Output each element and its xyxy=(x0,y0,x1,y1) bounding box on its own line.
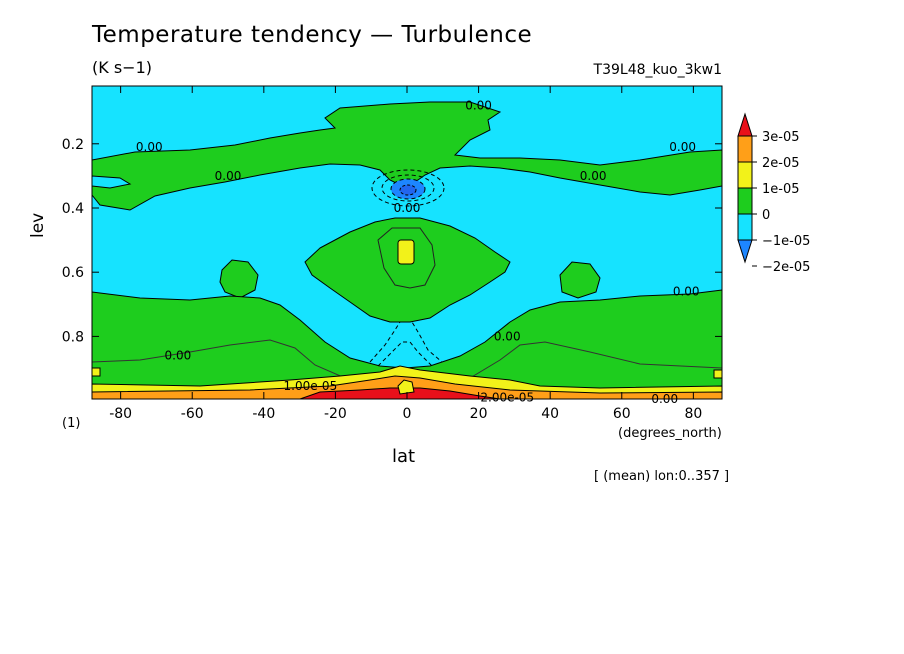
colorbar-segment xyxy=(737,187,753,215)
field-negative-core-inner xyxy=(399,184,417,196)
y-tick-label: 0.6 xyxy=(62,265,84,281)
x-tick-label: 60 xyxy=(613,406,631,422)
y-tick-label: 0.2 xyxy=(62,137,84,153)
x-tick-label: -80 xyxy=(109,406,132,422)
contour-label: 0.00 xyxy=(494,329,521,343)
central-inner-contour xyxy=(377,227,436,289)
lower-dashed-contour-1 xyxy=(369,321,443,363)
colorbar-bottom-arrow xyxy=(737,239,753,264)
lower-dashed-contour-2 xyxy=(377,341,433,367)
colorbar-label: 3e-05 xyxy=(762,130,800,145)
y-axis: 0.2 0.4 0.6 0.8 xyxy=(62,137,722,345)
x-tick-label: 20 xyxy=(470,406,488,422)
colorbar-label: 1e-05 xyxy=(762,182,800,197)
footnote: [ (mean) lon:0..357 ] xyxy=(594,469,730,484)
contour-label: 2.00e-05 xyxy=(480,390,534,404)
plot-area xyxy=(92,86,722,399)
x-tick-label: -60 xyxy=(181,406,204,422)
x-tick-label: -20 xyxy=(324,406,347,422)
units-label: (K s−1) xyxy=(92,58,152,77)
chart-title: Temperature tendency — Turbulence xyxy=(92,22,533,48)
x-tick-label: 0 xyxy=(403,406,412,422)
contour-label: 0.00 xyxy=(136,140,163,154)
field-negative-core-outer xyxy=(371,169,445,207)
field-central-positive xyxy=(304,217,511,323)
field-lower-positive xyxy=(92,289,722,399)
run-label: T39L48_kuo_3kw1 xyxy=(593,62,722,78)
colorbar-segment xyxy=(737,213,753,241)
contour-label: 0.00 xyxy=(651,392,678,406)
x-tick-label: 80 xyxy=(684,406,702,422)
contour-label: 0.00 xyxy=(673,284,700,298)
contour-label: 0.00 xyxy=(215,169,242,183)
colorbar: 3e-05 2e-05 1e-05 0 −1e-05 −2e-05 xyxy=(737,112,810,275)
field-yellow-edge-right xyxy=(713,369,722,379)
x-axis-label: lat xyxy=(392,446,416,467)
contour-label: 0.00 xyxy=(465,98,492,112)
field-yellow-blob xyxy=(397,239,415,265)
x-tick-label: -40 xyxy=(252,406,275,422)
contour-label: 1.00e-05 xyxy=(284,379,338,393)
near-equator-blob xyxy=(397,379,415,395)
field-left-blob xyxy=(219,259,259,299)
contour-label: 0.00 xyxy=(394,201,421,215)
colorbar-segment xyxy=(737,135,753,163)
x-axis-units: (degrees_north) xyxy=(618,426,722,441)
colorbar-segment xyxy=(737,161,753,189)
field-right-blob xyxy=(559,261,601,299)
x-tick-label: 40 xyxy=(541,406,559,422)
contour-labels: 0.00 0.00 0.00 0.00 0.00 0.00 0.00 0.00 0.00 1.00… xyxy=(136,98,700,406)
colorbar-label: −2e-05 xyxy=(762,260,810,275)
y-axis-units: (1) xyxy=(62,416,81,431)
y-tick-label: 0.4 xyxy=(62,201,84,217)
y-tick-label: 0.8 xyxy=(62,329,84,345)
colorbar-label: 2e-05 xyxy=(762,156,800,171)
colorbar-label: 0 xyxy=(762,208,770,223)
colorbar-label: −1e-05 xyxy=(762,234,810,249)
contour-label: 0.00 xyxy=(580,169,607,183)
field-upper-positive xyxy=(92,101,722,211)
field-negative-core-mid xyxy=(381,174,435,202)
contour-label: 0.00 xyxy=(669,140,696,154)
contour-label: 0.00 xyxy=(165,349,192,363)
field-notch xyxy=(92,175,132,189)
colorbar-top-arrow xyxy=(737,112,753,137)
field-yellow-edge-left xyxy=(92,367,101,377)
x-axis: -80 -60 -40 -20 0 20 40 60 80 xyxy=(109,86,702,422)
